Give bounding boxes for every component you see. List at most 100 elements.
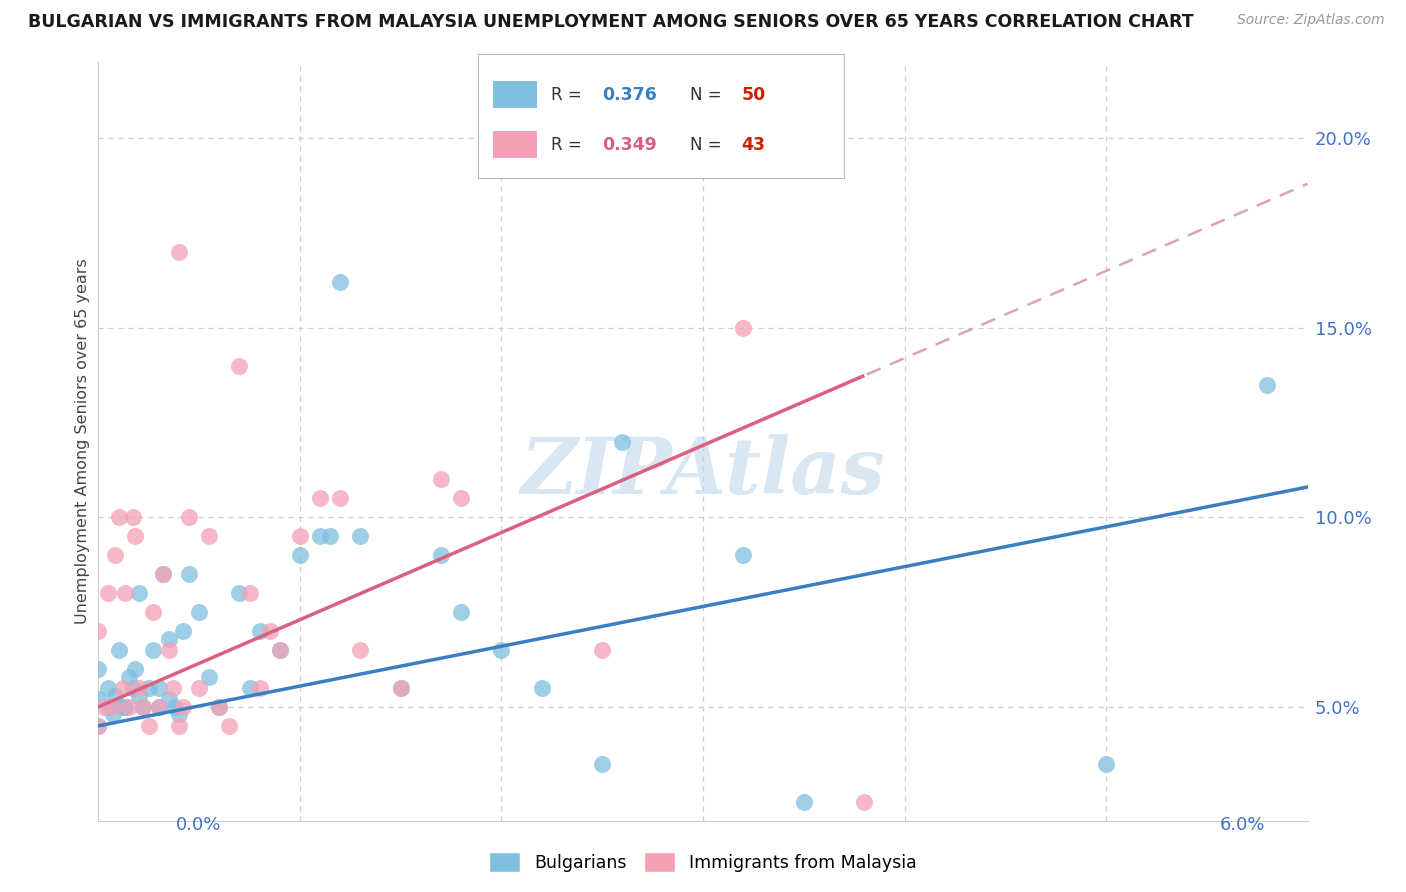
Point (329, 275, 352, 289)
Point (259, 624, 281, 639)
Point (179, 510, 201, 524)
Y-axis label: Unemployment Among Seniors over 65 years: Unemployment Among Seniors over 65 years (75, 259, 90, 624)
Point (157, 632, 180, 646)
Legend: Bulgarians, Immigrants from Malaysia: Bulgarians, Immigrants from Malaysia (482, 845, 924, 879)
Point (249, 624, 271, 639)
Point (269, 643, 291, 657)
Point (142, 643, 165, 657)
Point (107, 510, 129, 524)
Text: 0.376: 0.376 (602, 86, 657, 103)
Point (198, 529, 221, 543)
Point (162, 681, 184, 695)
Point (97, 681, 120, 695)
Point (111, 681, 134, 695)
Point (239, 681, 262, 695)
Point (269, 643, 291, 657)
Point (157, 692, 180, 706)
FancyBboxPatch shape (492, 81, 537, 109)
Point (132, 699, 155, 714)
Point (121, 681, 143, 695)
Text: BULGARIAN VS IMMIGRANTS FROM MALAYSIA UNEMPLOYMENT AMONG SENIORS OVER 65 YEARS C: BULGARIAN VS IMMIGRANTS FROM MALAYSIA UN… (28, 13, 1194, 31)
Point (103, 548, 125, 563)
Point (612, 434, 634, 449)
Point (208, 699, 231, 714)
Point (167, 719, 190, 733)
Text: N =: N = (690, 86, 727, 103)
Point (124, 662, 146, 676)
Point (239, 586, 262, 600)
Point (87, 719, 110, 733)
Point (107, 643, 129, 657)
Point (309, 491, 332, 506)
Point (591, 643, 613, 657)
Point (87, 662, 110, 676)
Point (530, 681, 553, 695)
Point (114, 699, 136, 714)
Text: R =: R = (551, 136, 588, 153)
Point (329, 491, 352, 506)
Point (128, 586, 150, 600)
Point (97, 699, 120, 714)
Point (172, 624, 194, 639)
Point (430, 473, 453, 487)
Point (288, 548, 311, 563)
Point (152, 567, 174, 582)
Point (319, 529, 342, 543)
Point (198, 669, 221, 684)
Point (349, 643, 371, 657)
Point (101, 707, 124, 722)
Point (389, 681, 412, 695)
Point (138, 719, 160, 733)
Point (228, 586, 250, 600)
Point (853, 795, 876, 809)
Point (450, 491, 472, 506)
Text: 0.349: 0.349 (602, 136, 657, 153)
Point (188, 605, 211, 619)
Point (142, 605, 165, 619)
Point (93, 699, 115, 714)
Point (148, 699, 170, 714)
Point (148, 699, 170, 714)
Point (349, 529, 371, 543)
Point (179, 567, 201, 582)
Point (128, 689, 150, 703)
Text: Source: ZipAtlas.com: Source: ZipAtlas.com (1237, 13, 1385, 28)
Point (114, 586, 136, 600)
Point (167, 707, 190, 722)
Point (228, 359, 250, 373)
Point (450, 605, 472, 619)
Point (118, 669, 141, 684)
Point (97, 586, 120, 600)
Point (1095, 756, 1118, 771)
FancyBboxPatch shape (492, 131, 537, 159)
Point (103, 689, 125, 703)
Point (148, 681, 170, 695)
Point (87, 624, 110, 639)
Text: 0.0%: 0.0% (176, 816, 221, 834)
Point (152, 567, 174, 582)
Text: N =: N = (690, 136, 727, 153)
Point (591, 756, 613, 771)
Point (733, 548, 755, 563)
Point (1256, 377, 1278, 392)
Point (124, 529, 146, 543)
Point (111, 699, 134, 714)
Point (87, 692, 110, 706)
Point (121, 510, 143, 524)
Point (128, 681, 150, 695)
Point (249, 681, 271, 695)
Point (208, 699, 231, 714)
Point (288, 529, 311, 543)
Text: ZIPAtlas: ZIPAtlas (520, 434, 886, 510)
Point (118, 699, 141, 714)
Point (101, 699, 124, 714)
Text: 50: 50 (741, 86, 765, 103)
Point (389, 681, 412, 695)
Point (163, 699, 186, 714)
Point (793, 795, 815, 809)
Point (138, 681, 160, 695)
Point (167, 244, 190, 259)
Text: R =: R = (551, 86, 588, 103)
Point (309, 529, 332, 543)
Point (157, 643, 180, 657)
